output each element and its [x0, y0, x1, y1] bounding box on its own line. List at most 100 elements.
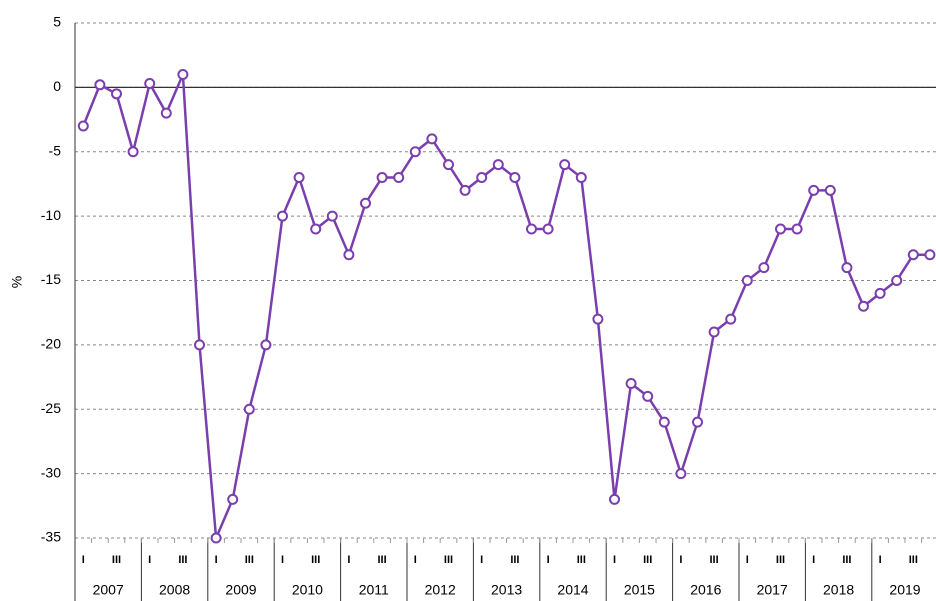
- marker: [127, 146, 139, 158]
- marker: [393, 172, 405, 183]
- marker: [808, 184, 820, 196]
- year-label: 2014: [557, 582, 588, 598]
- x-tick-label: I: [679, 554, 682, 566]
- marker: [459, 184, 471, 196]
- y-axis-label: %: [9, 276, 25, 288]
- year-label: 2013: [491, 582, 522, 598]
- year-label: 2016: [690, 582, 721, 598]
- marker: [326, 210, 338, 222]
- year-label: 2010: [292, 582, 323, 598]
- x-tick-label: I: [547, 554, 550, 566]
- marker: [443, 159, 454, 171]
- y-tick-label: -30: [41, 464, 61, 480]
- x-tick-label: I: [82, 554, 85, 566]
- year-label: 2019: [889, 582, 920, 598]
- marker: [526, 223, 537, 235]
- marker: [924, 249, 936, 261]
- year-label: 2011: [359, 582, 389, 598]
- marker: [194, 339, 205, 351]
- marker: [559, 159, 571, 171]
- marker: [343, 249, 355, 261]
- marker: [592, 313, 604, 325]
- y-tick-label: -20: [41, 336, 61, 352]
- marker: [293, 172, 305, 183]
- year-label: 2017: [757, 582, 788, 598]
- y-tick-label: -10: [41, 207, 61, 223]
- marker: [94, 79, 106, 91]
- x-tick-label: I: [613, 554, 616, 566]
- marker: [841, 262, 853, 274]
- marker: [492, 159, 504, 171]
- marker: [642, 390, 654, 402]
- marker: [426, 133, 438, 145]
- marker: [260, 339, 272, 351]
- x-tick-label: III: [245, 554, 254, 566]
- x-tick-label: III: [710, 554, 719, 566]
- marker: [77, 120, 89, 132]
- marker: [509, 172, 521, 183]
- marker: [858, 300, 869, 312]
- marker: [177, 69, 189, 80]
- x-tick-label: III: [776, 554, 785, 566]
- marker: [625, 378, 637, 389]
- marker: [111, 88, 122, 100]
- marker: [277, 210, 288, 222]
- x-tick-label: I: [879, 554, 882, 566]
- x-tick-label: III: [842, 554, 851, 566]
- x-tick-label: I: [746, 554, 749, 566]
- marker: [476, 172, 488, 183]
- x-tick-label: I: [215, 554, 218, 566]
- marker: [907, 249, 919, 261]
- marker: [891, 275, 903, 286]
- y-tick-label: -15: [41, 271, 61, 287]
- x-tick-label: I: [347, 554, 350, 566]
- line: [82, 74, 930, 539]
- y-tick-label: -25: [41, 400, 61, 416]
- x-tick-label: III: [112, 554, 121, 566]
- marker: [791, 223, 803, 235]
- marker: [376, 172, 388, 183]
- marker: [874, 287, 886, 299]
- marker: [409, 146, 421, 158]
- marker: [675, 468, 687, 480]
- marker: [725, 313, 737, 325]
- y-tick-label: -5: [49, 142, 62, 158]
- year-label: 2018: [823, 582, 854, 598]
- x-tick-label: I: [480, 554, 483, 566]
- x-tick-label: III: [444, 554, 453, 566]
- x-tick-label: III: [510, 554, 519, 566]
- x-tick-label: I: [281, 554, 284, 566]
- x-tick-label: I: [414, 554, 417, 566]
- marker: [758, 262, 770, 274]
- marker: [360, 197, 371, 209]
- year-label: 2008: [159, 582, 190, 598]
- marker: [542, 223, 554, 235]
- marker: [160, 107, 172, 119]
- y-tick-label: 5: [53, 14, 61, 30]
- marker: [243, 403, 255, 415]
- marker: [708, 326, 720, 338]
- year-label: 2009: [225, 582, 256, 598]
- x-tick-label: III: [909, 554, 918, 566]
- marker: [741, 275, 753, 286]
- x-tick-label: I: [148, 554, 151, 566]
- year-label: 2007: [93, 582, 124, 598]
- x-tick-label: III: [378, 554, 387, 566]
- y-tick-label: -35: [41, 529, 61, 545]
- marker: [227, 493, 239, 505]
- y-tick-label: 0: [53, 78, 61, 94]
- marker: [658, 416, 670, 428]
- x-tick-label: III: [643, 554, 652, 566]
- year-label: 2015: [624, 582, 655, 598]
- marker: [310, 223, 322, 235]
- marker: [692, 416, 703, 428]
- x-tick-label: I: [812, 554, 815, 566]
- x-tick-label: III: [311, 554, 320, 566]
- marker: [575, 172, 587, 183]
- x-tick-label: III: [178, 554, 187, 566]
- x-tick-label: III: [577, 554, 586, 566]
- marker: [775, 223, 786, 235]
- marker: [609, 493, 620, 505]
- marker: [144, 78, 156, 90]
